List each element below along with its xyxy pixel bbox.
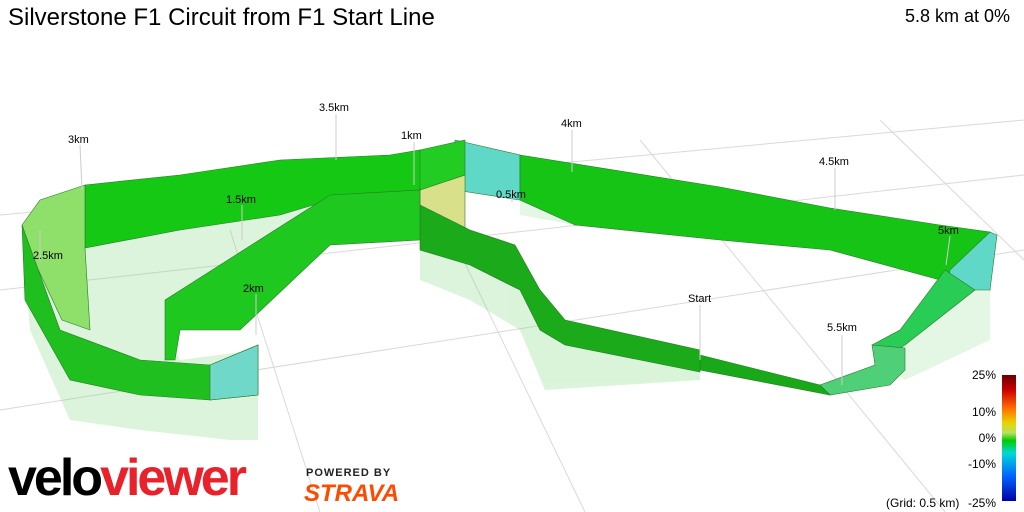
km-label-0.5km: 0.5km [496, 189, 526, 201]
km-label-4km: 4km [561, 118, 582, 130]
track-segment-club [819, 344, 906, 396]
logo-viewer: viewer [100, 449, 247, 507]
km-label-1km: 1km [401, 130, 422, 142]
track-ribbon [21, 139, 998, 401]
legend-tick-25: 25% [971, 368, 996, 382]
legend-tick-0: 0% [978, 431, 996, 445]
powered-by-label: POWERED BY [306, 467, 392, 479]
veloviewer-logo[interactable]: veloviewer [8, 449, 247, 507]
legend-tick-minus25: -25% [967, 496, 996, 510]
legend-tick-minus10: -10% [967, 457, 996, 471]
km-label-5km: 5km [938, 225, 959, 237]
route-summary: 5.8 km at 0% [904, 6, 1010, 26]
strava-logo[interactable]: STRAVA [304, 480, 400, 507]
km-label-2km: 2km [243, 283, 264, 295]
page-title: Silverstone F1 Circuit from F1 Start Lin… [8, 4, 435, 31]
gradient-legend-bar [1002, 375, 1016, 501]
track-segment-brooklands [21, 184, 91, 331]
km-label-4.5km: 4.5km [819, 156, 849, 168]
km-markers [39, 114, 951, 385]
km-label-5.5km: 5.5km [827, 322, 857, 334]
logo-velo: velo [8, 449, 103, 507]
track-segment-farm [419, 204, 701, 373]
legend-tick-10: 10% [971, 405, 996, 419]
km-label-1.5km: 1.5km [226, 194, 256, 206]
marker-3km-line [79, 144, 83, 191]
track-segment-maggotts [209, 344, 259, 401]
marker-5km-line [945, 235, 951, 266]
grid-scale-note: (Grid: 0.5 km) [886, 496, 960, 510]
track-segment-back-straight [519, 154, 991, 291]
track-segment-copse [164, 189, 421, 361]
km-label-3km: 3km [68, 134, 89, 146]
start-label: Start [688, 293, 711, 305]
km-label-3.5km: 3.5km [319, 102, 349, 114]
track-segment-finish [699, 354, 831, 396]
km-label-2.5km: 2.5km [33, 250, 63, 262]
